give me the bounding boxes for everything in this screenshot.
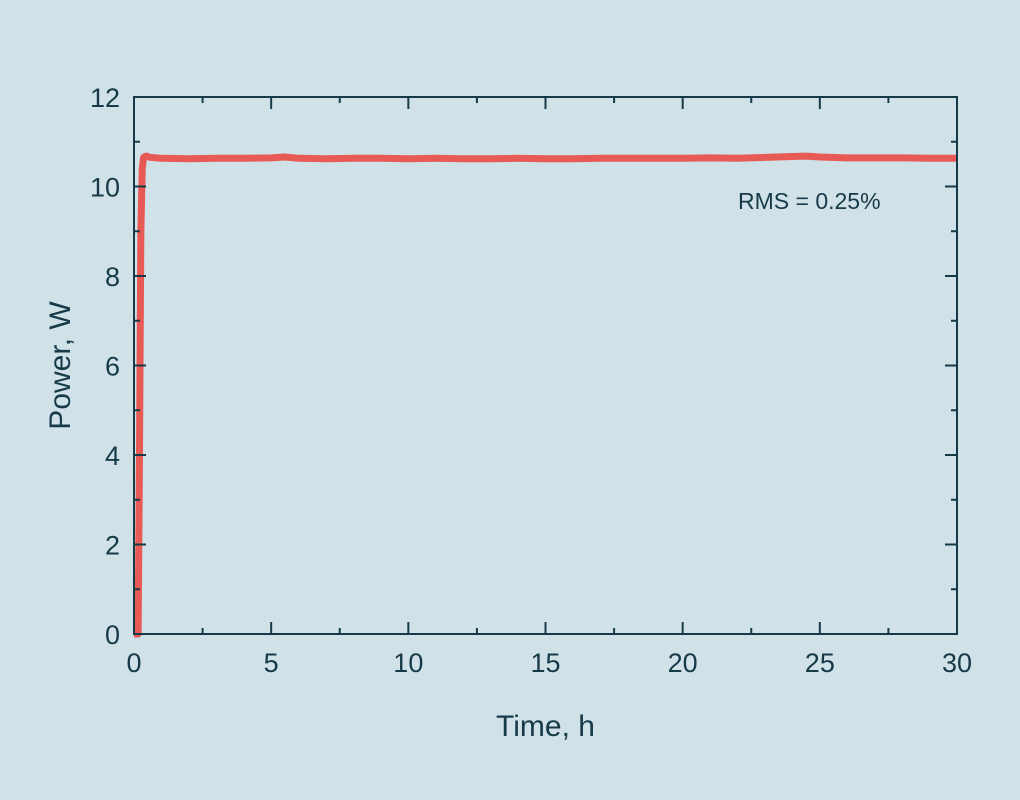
series-line: [134, 152, 957, 638]
x-tick-label: 0: [126, 648, 141, 678]
plot-frame: [133, 96, 958, 635]
y-tick-label: 0: [105, 620, 120, 650]
x-tick-label: 25: [805, 648, 835, 678]
y-tick-label: 2: [105, 531, 120, 561]
x-tick-label: 5: [264, 648, 279, 678]
x-tick-label: 20: [668, 648, 698, 678]
x-tick-label: 30: [942, 648, 972, 678]
x-tick-label: 15: [530, 648, 560, 678]
y-tick-label: 10: [90, 173, 120, 203]
rms-annotation: RMS = 0.25%: [738, 188, 881, 214]
y-axis-title: Power, W: [44, 301, 77, 430]
plot-layer: [134, 152, 957, 638]
ticks-layer: 0 5 10 15 20 25 30 0 2 4 6 8 10 12: [90, 83, 972, 678]
x-tick-label: 10: [393, 648, 423, 678]
y-tick-label: 8: [105, 262, 120, 292]
y-tick-label: 12: [90, 83, 120, 113]
y-tick-label: 4: [105, 441, 120, 471]
x-axis-title: Time, h: [496, 710, 595, 743]
y-tick-label: 6: [105, 352, 120, 382]
